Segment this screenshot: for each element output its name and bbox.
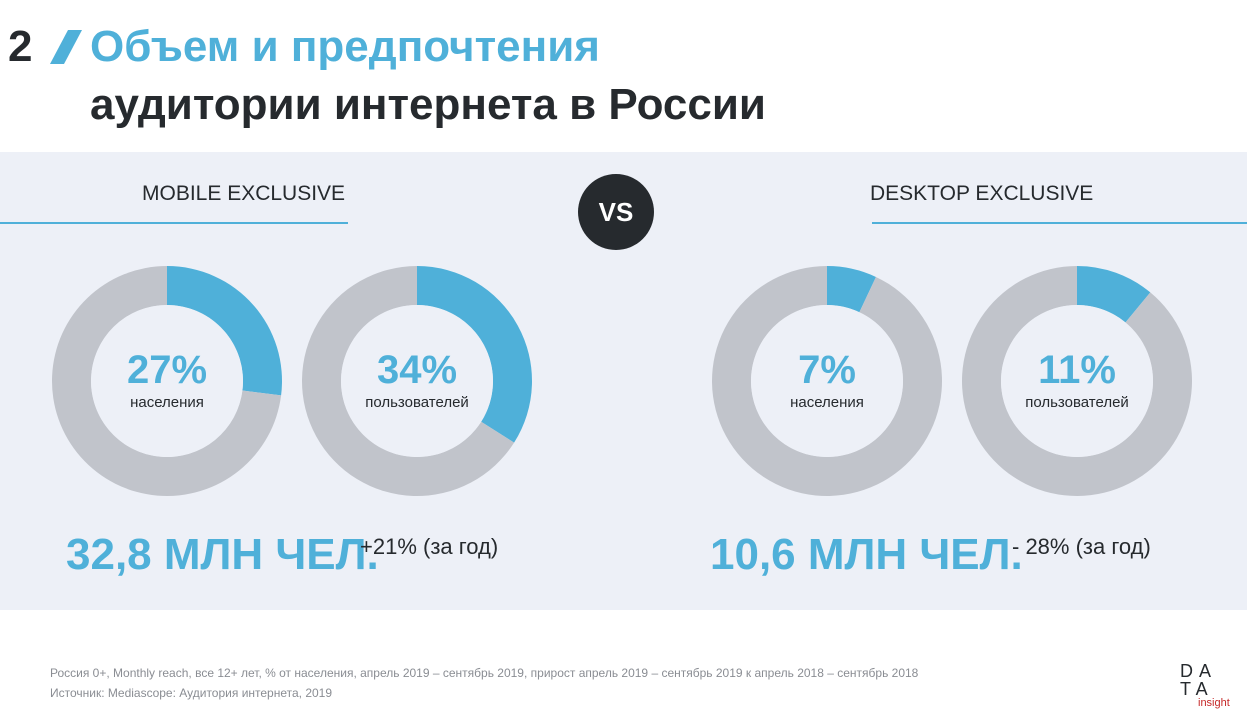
donut-2-hole xyxy=(341,305,493,457)
vs-badge: VS xyxy=(578,174,654,250)
donut-1-hole xyxy=(91,305,243,457)
donut-2-slice-share xyxy=(417,266,532,443)
desktop-growth: - 28% (за год) xyxy=(1012,534,1151,559)
donut-4-hole xyxy=(1001,305,1153,457)
slide-number: 2 xyxy=(8,22,33,71)
data-insight-logo: DA TA insight xyxy=(1180,662,1240,710)
donut-1-value: 27% xyxy=(126,348,208,392)
mobile-section-label: MOBILE EXCLUSIVE xyxy=(142,182,346,205)
mobile-growth: +21% (за год) xyxy=(360,534,499,559)
donut-3-label: населения xyxy=(790,394,864,411)
page-title-line2: аудитории интернета в России xyxy=(90,80,766,129)
desktop-total: 10,6 МЛН ЧЕЛ. xyxy=(710,530,1023,579)
vs-label: VS xyxy=(598,196,634,227)
logo-line1: DA xyxy=(1180,661,1218,681)
donut-4-value: 11% xyxy=(1038,348,1116,392)
footer-source: Источник: Mediascope: Аудитория интернет… xyxy=(50,686,333,700)
donut-1-label: населения xyxy=(130,394,204,411)
page-title-line1: Объем и предпочтения xyxy=(90,22,600,71)
logo-line3: insight xyxy=(1198,697,1230,709)
donut-4-slice-share xyxy=(1077,266,1151,323)
desktop-section-label: DESKTOP EXCLUSIVE xyxy=(870,182,1094,205)
donut-4-slice-rest xyxy=(962,266,1192,497)
slash-icon xyxy=(50,30,82,64)
donut-3-slice-share xyxy=(827,266,876,313)
donut-3-hole xyxy=(751,305,903,457)
mobile-total: 32,8 МЛН ЧЕЛ. xyxy=(66,530,379,579)
donut-1-slice-rest xyxy=(51,266,282,496)
donut-2-slice-rest xyxy=(301,266,515,496)
header: 2 Объем и предпочтения аудитории интерне… xyxy=(0,0,1247,152)
donut-1-slice-share xyxy=(167,266,283,396)
donut-3-value: 7% xyxy=(798,348,856,392)
footer-note: Россия 0+, Monthly reach, все 12+ лет, %… xyxy=(50,666,919,680)
donut-3-slice-rest xyxy=(711,266,942,497)
logo-line2: TA xyxy=(1180,679,1214,699)
donut-2-value: 34% xyxy=(376,348,458,392)
donut-4-label: пользователей xyxy=(1025,394,1129,411)
donut-2-label: пользователей xyxy=(365,394,469,411)
desktop-underline xyxy=(872,222,1247,224)
mobile-underline xyxy=(0,222,348,224)
